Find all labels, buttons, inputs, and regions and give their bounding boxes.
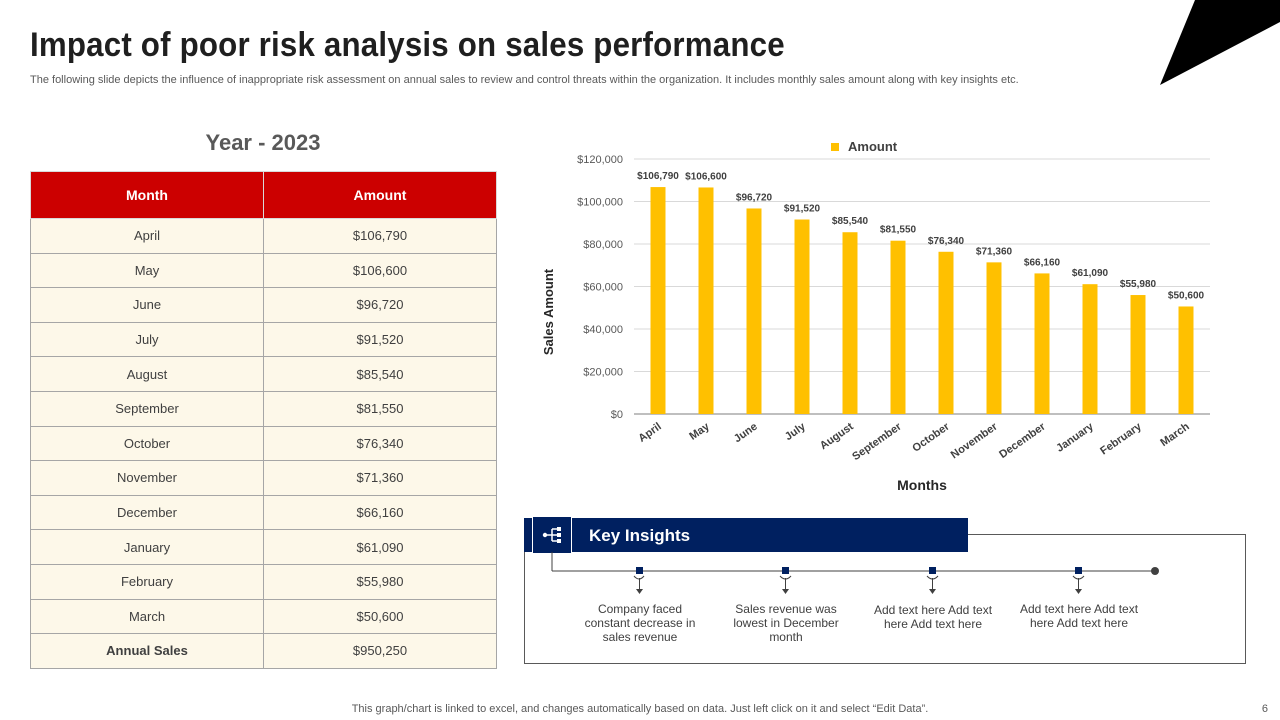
amount-cell: $96,720 bbox=[263, 287, 497, 323]
month-cell: January bbox=[30, 529, 264, 565]
hierarchy-icon bbox=[532, 516, 572, 554]
y-tick-label: $60,000 bbox=[583, 282, 623, 294]
total-amount-cell: $950,250 bbox=[263, 633, 497, 669]
data-label: $81,550 bbox=[880, 225, 917, 236]
y-tick-label: $0 bbox=[611, 409, 623, 421]
insight-item: Company faced constant decrease in sales… bbox=[584, 602, 696, 644]
y-tick-label: $20,000 bbox=[583, 367, 623, 379]
insight-item: Add text here Add text here Add text her… bbox=[1019, 602, 1139, 630]
bar bbox=[1082, 284, 1098, 414]
month-cell: February bbox=[30, 563, 264, 600]
table-year-label: Year - 2023 bbox=[205, 130, 321, 155]
insight-item: Sales revenue was lowest in December mon… bbox=[733, 602, 839, 644]
sales-bar-chart: $0 $20,000 $40,000 $60,000 $80,000 $100,000 $1… bbox=[541, 139, 1210, 493]
timeline-marker bbox=[779, 567, 792, 594]
data-label: $55,980 bbox=[1120, 279, 1157, 290]
bar bbox=[1034, 273, 1050, 414]
amount-cell: $61,090 bbox=[263, 529, 497, 565]
month-cell: November bbox=[30, 460, 264, 496]
timeline-marker bbox=[1072, 567, 1085, 594]
data-label: $66,160 bbox=[1024, 257, 1061, 268]
table-row: February $55,980 bbox=[30, 563, 497, 600]
table-row: September $81,550 bbox=[30, 390, 497, 427]
bar bbox=[794, 219, 810, 414]
amount-cell: $50,600 bbox=[263, 598, 497, 635]
bar bbox=[698, 187, 714, 414]
x-axis-title: Months bbox=[897, 477, 947, 493]
table-row: January $61,090 bbox=[30, 529, 497, 565]
amount-cell: $91,520 bbox=[263, 321, 497, 358]
table-row: May $106,600 bbox=[30, 252, 497, 289]
month-cell: June bbox=[30, 287, 264, 323]
bar bbox=[746, 208, 762, 414]
data-label: $50,600 bbox=[1168, 290, 1205, 301]
data-label: $85,540 bbox=[832, 216, 869, 227]
bar bbox=[986, 262, 1002, 414]
table-total-row: Annual Sales $950,250 bbox=[30, 633, 497, 669]
month-cell: September bbox=[30, 390, 264, 427]
total-label-cell: Annual Sales bbox=[30, 633, 264, 669]
table-row: July $91,520 bbox=[30, 321, 497, 358]
table-row: April $106,790 bbox=[30, 218, 497, 254]
amount-cell: $85,540 bbox=[263, 356, 497, 392]
key-insights-header bbox=[524, 518, 968, 552]
amount-cell: $66,160 bbox=[263, 494, 497, 531]
column-header-amount: Amount bbox=[263, 171, 497, 219]
table-row: November $71,360 bbox=[30, 460, 497, 496]
table-row: December $66,160 bbox=[30, 494, 497, 531]
timeline-marker bbox=[633, 567, 645, 594]
data-label: $106,790 bbox=[637, 171, 679, 182]
table-row: March $50,600 bbox=[30, 598, 497, 635]
amount-cell: $81,550 bbox=[263, 390, 497, 427]
bar bbox=[1178, 306, 1194, 414]
month-cell: December bbox=[30, 494, 264, 531]
page-subtitle: The following slide depicts the influenc… bbox=[30, 74, 1019, 86]
data-label: $71,360 bbox=[976, 246, 1013, 257]
page-number: 6 bbox=[1261, 703, 1268, 715]
y-tick-label: $120,000 bbox=[577, 154, 623, 166]
bar bbox=[1130, 295, 1146, 414]
sales-table: Month Amount April $106,790 May $106,600 J… bbox=[30, 171, 497, 669]
legend-label: Amount bbox=[848, 139, 898, 154]
y-tick-label: $100,000 bbox=[577, 197, 623, 209]
page-title: Impact of poor risk analysis on sales pe… bbox=[30, 26, 785, 64]
data-label: $96,720 bbox=[736, 192, 773, 203]
month-cell: July bbox=[30, 321, 264, 358]
month-cell: April bbox=[30, 218, 264, 254]
data-label: $91,520 bbox=[784, 204, 821, 215]
legend-swatch bbox=[831, 143, 839, 151]
bar bbox=[938, 251, 954, 414]
table-row: June $96,720 bbox=[30, 287, 497, 323]
table-row: August $85,540 bbox=[30, 356, 497, 392]
data-label: $106,600 bbox=[685, 171, 727, 182]
key-insights-title: Key Insights bbox=[589, 526, 691, 545]
amount-cell: $71,360 bbox=[263, 460, 497, 496]
data-label: $76,340 bbox=[928, 236, 965, 247]
bar bbox=[890, 240, 906, 414]
insight-item: Add text here Add text here Add text her… bbox=[873, 603, 993, 631]
footer-note: This graph/chart is linked to excel, and… bbox=[351, 703, 929, 715]
data-label: $61,090 bbox=[1072, 268, 1109, 279]
bar bbox=[842, 232, 858, 414]
amount-cell: $106,790 bbox=[263, 218, 497, 254]
month-cell: March bbox=[30, 598, 264, 635]
amount-cell: $106,600 bbox=[263, 252, 497, 289]
month-cell: May bbox=[30, 252, 264, 289]
y-axis-title: Sales Amount bbox=[541, 268, 556, 355]
y-tick-label: $40,000 bbox=[583, 324, 623, 336]
y-tick-label: $80,000 bbox=[583, 239, 623, 251]
month-cell: October bbox=[30, 425, 264, 462]
amount-cell: $55,980 bbox=[263, 563, 497, 600]
table-header-row: Month Amount bbox=[30, 171, 497, 219]
bar bbox=[650, 187, 666, 414]
timeline-marker bbox=[926, 567, 939, 594]
timeline-end-dot bbox=[1151, 567, 1159, 575]
